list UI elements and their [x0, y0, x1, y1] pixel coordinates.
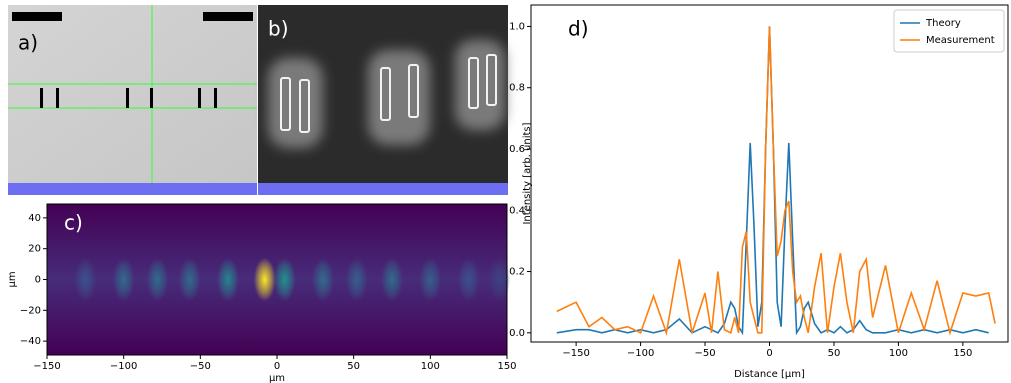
- y-tick-label: 0.2: [509, 267, 525, 278]
- series-line: [556, 26, 989, 336]
- y-axis-label: µm: [7, 271, 18, 287]
- line-chart: −150 −100 −50 0 50 100 150 0.0 0.2 0.4 0.6 0.8 1.0 Di…: [509, 4, 1009, 380]
- x-tick-label: 100: [889, 348, 908, 359]
- heatmap-spot: [74, 257, 97, 302]
- heatmap-spot: [488, 257, 511, 302]
- heatmap-spot: [273, 257, 296, 302]
- heatmap-spot: [345, 257, 368, 302]
- panel-label: c): [64, 211, 83, 235]
- y-tick-label: −40: [20, 336, 41, 347]
- x-axis-label: Distance [µm]: [734, 369, 805, 380]
- y-tick-label: 0: [35, 275, 41, 286]
- legend-label: Measurement: [926, 35, 995, 46]
- heatmap-spot: [419, 257, 442, 302]
- sem-image-b: [258, 5, 508, 195]
- plot-frame: [46, 203, 508, 356]
- heatmap-spot: [216, 257, 239, 302]
- legend-label: Theory: [925, 18, 961, 29]
- legend-box: [893, 9, 1005, 53]
- y-tick-label: 0.6: [509, 144, 525, 155]
- x-tick-label: 50: [828, 348, 841, 359]
- x-tick-label: −100: [110, 361, 137, 372]
- x-tick-label: −100: [627, 348, 654, 359]
- panel-label: b): [268, 17, 289, 41]
- y-tick-label: 40: [28, 213, 41, 224]
- x-tick-label: 150: [497, 361, 516, 372]
- x-tick-label: 0: [274, 361, 280, 372]
- y-tick-label: −20: [20, 305, 41, 316]
- series-line: [556, 26, 996, 336]
- heatmap-spot: [457, 257, 480, 302]
- x-tick-label: −50: [190, 361, 211, 372]
- heatmap-spot: [178, 257, 201, 302]
- y-tick-label: 0.8: [509, 83, 525, 94]
- x-axis-label: µm: [269, 373, 285, 383]
- sem-image-a: [8, 5, 257, 195]
- x-tick-label: −50: [694, 348, 715, 359]
- y-axis-label: Intensity [arb. units]: [522, 122, 533, 224]
- y-tick-label: 1.0: [509, 21, 525, 32]
- heatmap: −150 −100 −50 0 50 100 150 −40 −20 0 20 40 µm µm c): [7, 203, 517, 383]
- y-tick-label: 20: [28, 244, 41, 255]
- heatmap-spot: [253, 257, 276, 302]
- x-tick-label: −150: [33, 361, 60, 372]
- heatmap-spot: [312, 257, 334, 302]
- x-tick-label: 0: [766, 348, 772, 359]
- y-tick-label: 0.4: [509, 205, 525, 216]
- panel-label: a): [18, 31, 38, 55]
- heatmap-spot: [112, 257, 135, 302]
- x-tick-label: 50: [347, 361, 360, 372]
- y-tick-label: 0.0: [509, 328, 525, 339]
- heatmap-spot: [381, 257, 403, 302]
- x-tick-label: 150: [953, 348, 972, 359]
- plot-frame: [530, 4, 1009, 343]
- x-tick-label: −150: [562, 348, 589, 359]
- panel-label: d): [568, 17, 589, 41]
- x-tick-label: 100: [421, 361, 440, 372]
- heatmap-spot: [146, 257, 169, 302]
